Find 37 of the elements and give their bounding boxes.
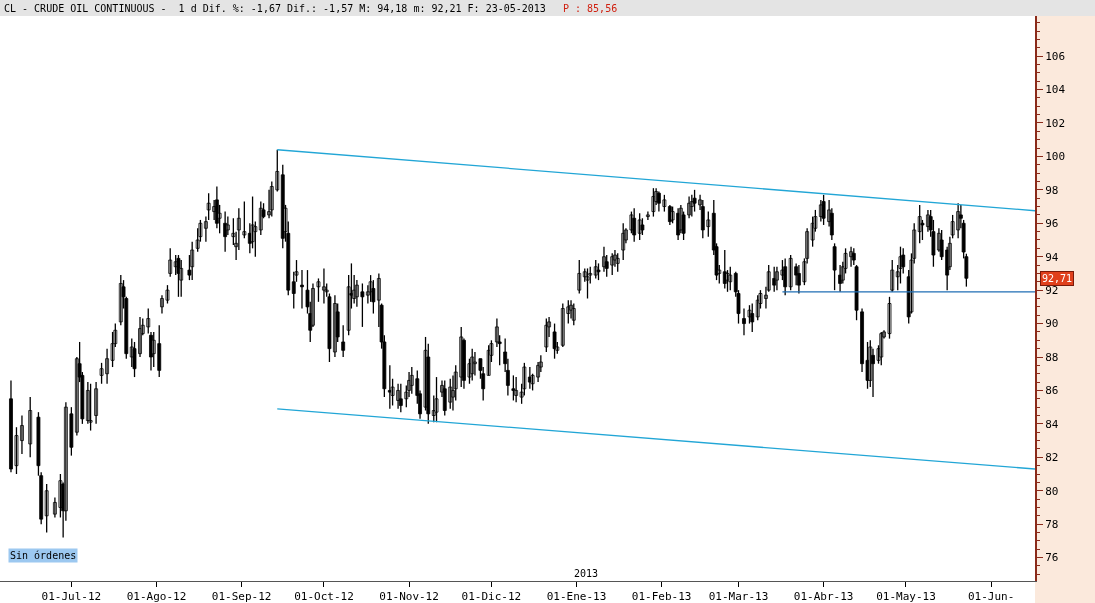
annotation: Sin órdenes — [10, 550, 77, 561]
annotation: 2013 — [574, 568, 599, 579]
y-tick-label: 86 — [1045, 384, 1059, 398]
y-tick-label: 96 — [1045, 217, 1059, 231]
y-tick-label: 80 — [1045, 484, 1059, 498]
x-tick-label: 01-Dic-12 — [461, 590, 522, 603]
y-tick-label: 76 — [1045, 551, 1059, 565]
x-tick-label: 01-Jul-12 — [41, 590, 102, 603]
y-tick-label: 82 — [1045, 451, 1059, 465]
y-tick-label: 84 — [1045, 417, 1059, 431]
x-tick-label: 01-Ago-12 — [126, 590, 187, 603]
x-tick-label: 01-Abr-13 — [793, 590, 854, 603]
y-tick-label: 106 — [1045, 49, 1066, 63]
candlestick — [854, 264, 859, 321]
chart-subtitle: P : 85,56 — [563, 3, 618, 14]
x-tick-label: 01-Nov-12 — [379, 590, 439, 603]
y-tick-label: 90 — [1045, 317, 1059, 331]
candlestick — [88, 383, 93, 432]
y-tick-label: 94 — [1045, 250, 1059, 264]
candlestick — [832, 242, 837, 291]
y-tick-label: 92 — [1045, 283, 1059, 297]
x-tick-label: 01-Ene-13 — [546, 590, 607, 603]
y-tick-label: 88 — [1045, 350, 1059, 364]
x-tick-label: 01-Feb-13 — [631, 590, 692, 603]
y-tick-label: 104 — [1045, 83, 1066, 97]
y-tick-label: 102 — [1045, 116, 1066, 130]
text: 92,71 — [1042, 273, 1073, 284]
candlestick — [434, 376, 439, 423]
chart-title: CL - CRUDE OIL CONTINUOUS - 1 d Dif. %: -1,67 Dif.: -1,57 M: 94,18 m: 92,21 F: 23-05-2013 — [4, 3, 546, 14]
x-tick-label: 01-Jun- — [967, 590, 1015, 603]
y-tick-label: 78 — [1045, 518, 1059, 532]
y-tick-label: 100 — [1045, 150, 1066, 164]
x-tick-label: 01-May-13 — [876, 590, 936, 603]
y-tick-label: 98 — [1045, 183, 1059, 197]
x-tick-label: 01-Mar-13 — [708, 590, 769, 603]
x-tick-label: 01-Sep-12 — [211, 590, 272, 603]
x-tick-label: 01-Oct-12 — [294, 590, 354, 603]
